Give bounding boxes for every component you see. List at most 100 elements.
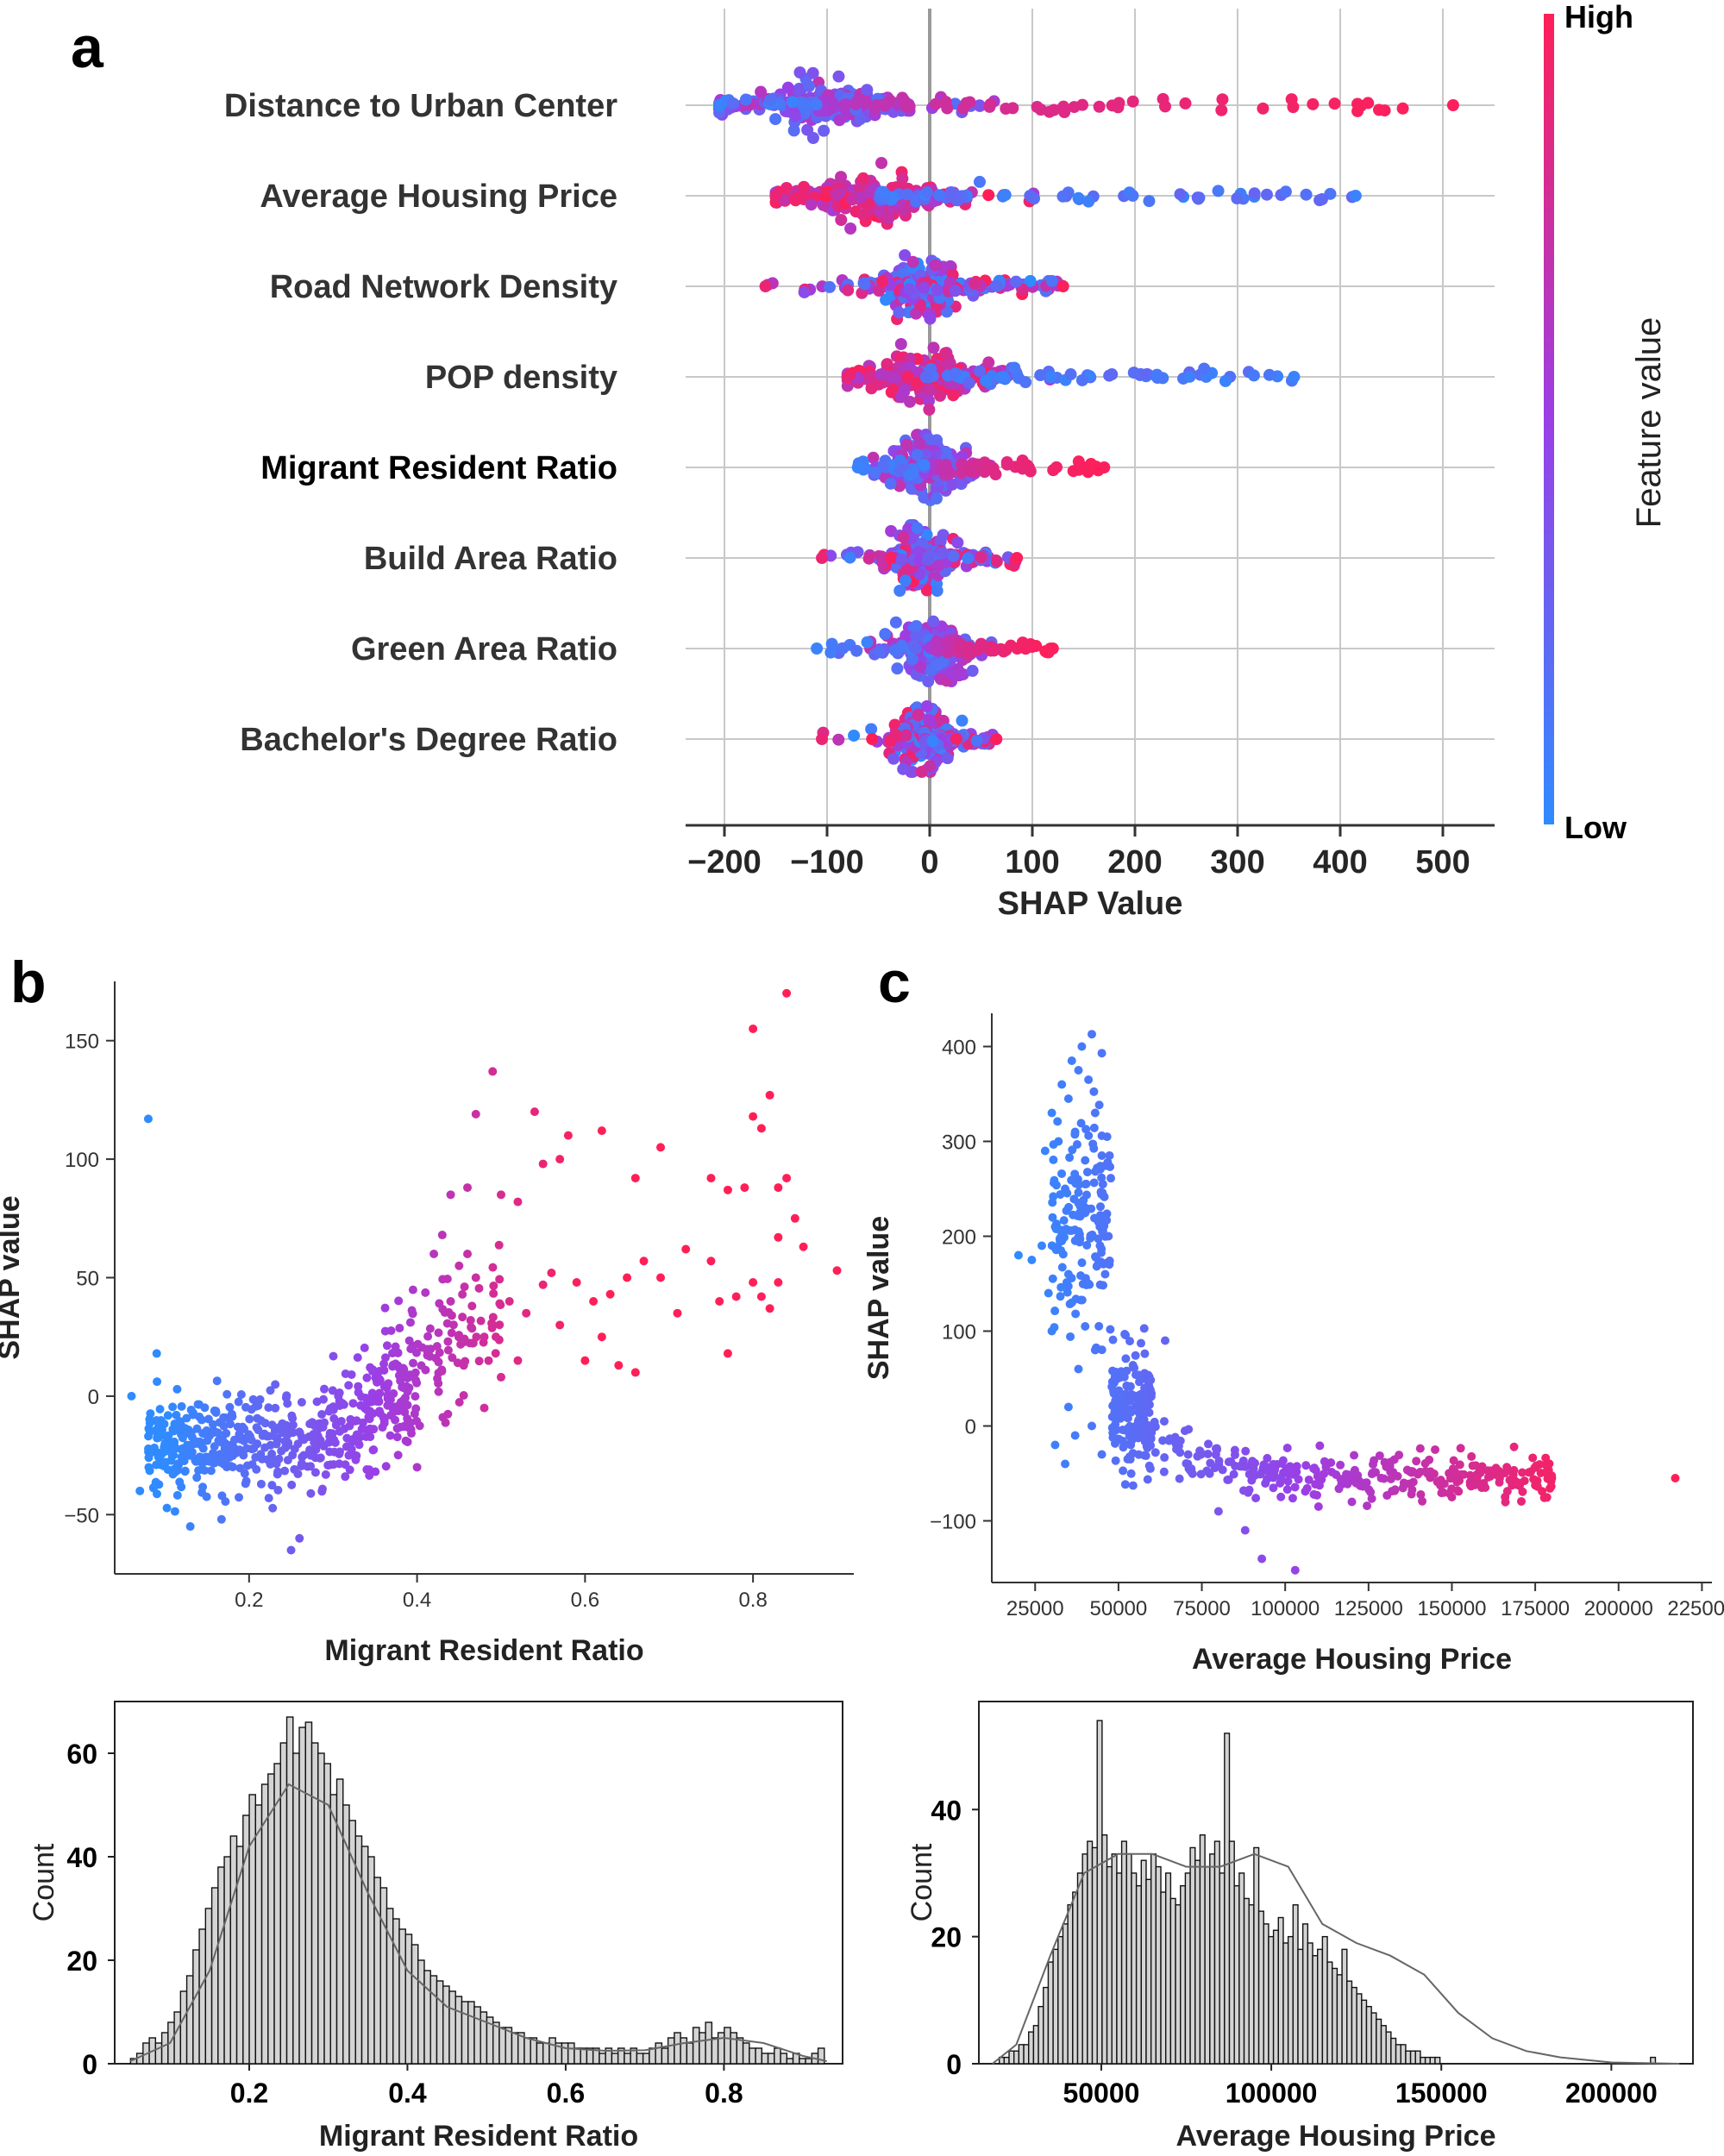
scatter-point	[393, 1451, 403, 1460]
beeswarm-dot	[982, 189, 995, 202]
beeswarm-dot	[855, 191, 868, 204]
histogram-bar	[511, 2032, 519, 2065]
beeswarm-dot	[1050, 461, 1063, 473]
scatter-point	[1240, 1462, 1250, 1471]
scatter-point	[555, 1320, 565, 1330]
scatter-point	[1439, 1488, 1448, 1497]
histogram-bar	[674, 2032, 681, 2065]
scatter-point	[731, 1292, 741, 1301]
beeswarm-feature-label: Migrant Resident Ratio	[260, 450, 618, 486]
scatter-point	[1076, 1271, 1086, 1281]
scatter-point	[1135, 1377, 1144, 1387]
histogram-bar	[429, 1975, 438, 2065]
beeswarm-dot	[856, 172, 869, 185]
scatter-point	[379, 1382, 389, 1391]
histogram-bar	[730, 2032, 738, 2065]
beeswarm-dot	[973, 175, 986, 188]
scatter-point	[1066, 1332, 1075, 1341]
scatter-point	[1095, 1241, 1105, 1250]
scatter-point	[597, 1126, 606, 1136]
histogram-bar	[1155, 1865, 1162, 2065]
scatter-point	[1224, 1475, 1233, 1484]
beeswarm-dot	[910, 642, 923, 655]
beeswarm-dot	[962, 552, 975, 565]
histogram-bar	[636, 2053, 644, 2065]
scatter-point	[1122, 1381, 1132, 1390]
scatter-point	[429, 1250, 439, 1259]
scatter-point	[480, 1403, 489, 1413]
scatter-point	[153, 1417, 162, 1426]
scatter-point	[395, 1324, 404, 1333]
scatter-point	[1111, 1456, 1120, 1465]
scatter-y-tick-label: 0	[965, 1416, 976, 1439]
beeswarm-feature-label: POP density	[425, 360, 618, 396]
scatter-point	[161, 1457, 171, 1467]
scatter-point	[1447, 1493, 1457, 1501]
histogram-y-tick-label: 0	[946, 2049, 962, 2080]
scatter-point	[1071, 1309, 1081, 1319]
scatter-point	[1229, 1470, 1238, 1479]
scatter-point	[1241, 1446, 1251, 1456]
scatter-point	[401, 1436, 411, 1445]
scatter-x-label: Average Housing Price	[1192, 1643, 1512, 1676]
histogram-bar	[1131, 1872, 1138, 2065]
histogram-bar	[1429, 2056, 1436, 2065]
scatter-point	[782, 988, 792, 998]
histogram-bar	[235, 1846, 244, 2065]
scatter-point	[715, 1296, 724, 1306]
scatter-point	[1056, 1190, 1065, 1200]
scatter-point	[290, 1464, 299, 1474]
scatter-point	[1546, 1482, 1556, 1491]
scatter-point	[222, 1429, 231, 1438]
scatter-point	[1533, 1476, 1542, 1485]
scatter-point	[1109, 1400, 1119, 1409]
beeswarm-dot	[816, 552, 829, 564]
beeswarm-dot	[924, 383, 937, 396]
scatter-point	[257, 1454, 266, 1463]
scatter-point	[374, 1397, 384, 1407]
scatter-point	[344, 1381, 354, 1390]
scatter-point	[1327, 1468, 1337, 1477]
scatter-point	[223, 1389, 232, 1399]
scatter-point	[1121, 1408, 1131, 1418]
histogram-bar	[1307, 1942, 1313, 2065]
histogram-bar	[724, 2027, 731, 2065]
scatter-point	[1141, 1451, 1150, 1461]
scatter-point	[145, 1419, 154, 1428]
scatter-point	[251, 1452, 260, 1462]
scatter-point	[1119, 1443, 1128, 1452]
beeswarm-dot	[924, 760, 937, 773]
scatter-point	[1195, 1450, 1205, 1459]
histogram-bar	[1414, 2050, 1421, 2065]
histogram-bar	[154, 2042, 163, 2065]
scatter-point	[1050, 1440, 1060, 1450]
beeswarm-dot	[966, 664, 979, 677]
scatter-point	[1214, 1457, 1224, 1466]
histogram-bar	[298, 1727, 306, 2065]
scatter-point	[367, 1397, 376, 1407]
scatter-point	[1449, 1456, 1458, 1465]
scatter-point	[177, 1401, 186, 1411]
histogram-bar	[455, 1996, 463, 2065]
scatter-point	[790, 1213, 799, 1223]
scatter-point	[341, 1369, 350, 1378]
scatter-point	[1309, 1489, 1319, 1499]
scatter-point	[369, 1445, 379, 1455]
scatter-point	[1125, 1337, 1135, 1346]
beeswarm-dot	[848, 729, 861, 742]
scatter-point	[325, 1447, 335, 1457]
beeswarm-dot	[939, 96, 952, 109]
panel-c-histogram: 0 20 40 50000 100000 150000 200000 Average Hous…	[906, 1701, 1694, 2153]
scatter-point	[1057, 1237, 1067, 1245]
scatter-point	[1100, 1269, 1110, 1279]
beeswarm-dot	[893, 585, 906, 597]
scatter-point	[630, 1174, 640, 1183]
histogram-bar	[1150, 1853, 1157, 2065]
beeswarm-dot	[873, 285, 886, 298]
histogram-bar	[817, 2047, 825, 2065]
scatter-point	[446, 1190, 455, 1200]
histogram-bar	[1409, 2050, 1416, 2065]
scatter-point	[1094, 1100, 1104, 1110]
scatter-point	[1146, 1392, 1156, 1401]
